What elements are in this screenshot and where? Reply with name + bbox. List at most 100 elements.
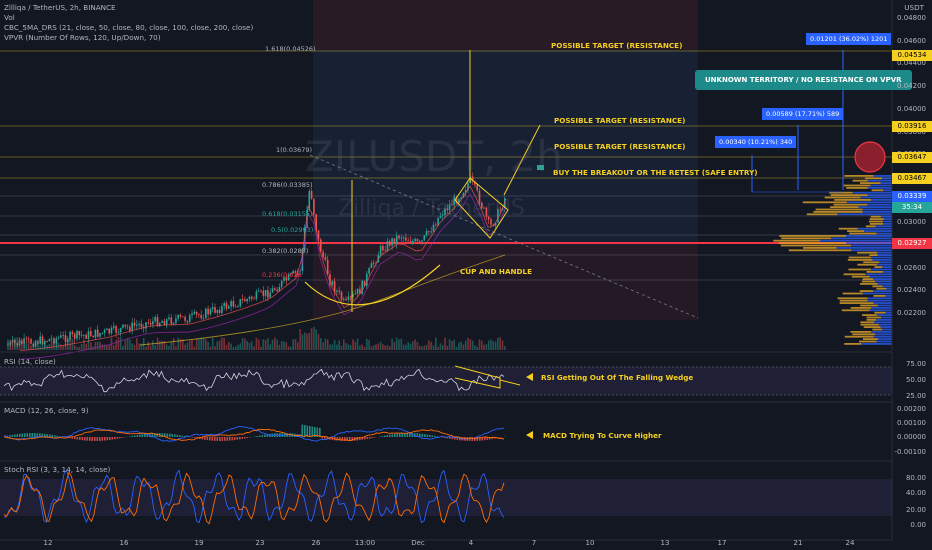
vpvr-bar — [850, 307, 872, 309]
vpvr-bar — [885, 311, 892, 314]
vpvr-bar — [844, 343, 862, 345]
macd-hist-bar — [456, 437, 459, 440]
vpvr-bar — [862, 314, 877, 316]
macd-hist-bar — [371, 437, 374, 439]
volume-bar — [179, 338, 182, 350]
candle-body — [37, 341, 39, 344]
volume-bar — [437, 346, 439, 350]
candle-body — [216, 309, 219, 313]
candle-body — [499, 209, 501, 211]
macd-hist-bar — [426, 434, 429, 437]
stoch-label[interactable]: Stoch RSI (3, 3, 14, 14, close) — [4, 465, 111, 474]
volume-bar — [113, 345, 115, 350]
vpvr-bar — [871, 307, 892, 309]
cbc-indicator-label[interactable]: CBC_5MA_DRS (21, close, 50, close, 80, c… — [4, 23, 254, 32]
volume-bar — [39, 345, 41, 350]
candle-body — [156, 316, 159, 327]
candle-body — [149, 322, 152, 325]
macd-hist-bar — [209, 437, 211, 441]
vpvr-indicator-label[interactable]: VPVR (Number Of Rows, 120, Up/Down, 70) — [4, 33, 161, 42]
stoch-k-line — [3, 469, 505, 524]
vpvr-bar — [873, 295, 886, 297]
candle-body — [487, 216, 490, 220]
candle-body — [62, 335, 64, 337]
macd-hist-bar — [69, 437, 71, 439]
candle-body — [32, 343, 35, 347]
measure-box-small[interactable]: 0.00340 (10.21%) 340 — [715, 136, 797, 148]
time-tick: 12 — [43, 539, 53, 547]
macd-label[interactable]: MACD (12, 26, close, 9) — [4, 406, 89, 415]
volume-bar — [163, 340, 166, 350]
vpvr-bar — [879, 261, 892, 264]
candle-body — [441, 215, 444, 216]
candle-body — [165, 319, 168, 326]
vpvr-bar — [851, 275, 870, 278]
macd-hist-bar — [106, 437, 109, 441]
vpvr-bar — [868, 220, 883, 223]
volume-bar — [149, 345, 152, 350]
vpvr-bar — [875, 280, 892, 283]
vpvr-bar — [880, 326, 892, 328]
volume-bar — [460, 341, 462, 350]
macd-hist-bar — [86, 437, 89, 441]
volume-bar — [352, 339, 354, 350]
macd-hist-bar — [119, 437, 121, 439]
macd-hist-bar — [204, 437, 206, 440]
volume-bar — [165, 344, 168, 350]
candle-body — [446, 208, 449, 211]
watermark-ticker: ZILUSDT, 2h — [305, 132, 563, 181]
macd-hist-bar — [369, 437, 371, 439]
vpvr-bar — [869, 309, 892, 312]
candle-body — [276, 289, 278, 292]
macd-hist-bar — [401, 433, 404, 437]
candle-body — [138, 323, 140, 325]
candle-body — [294, 271, 297, 273]
macd-hist-bar — [31, 433, 34, 437]
candle-body — [177, 315, 179, 319]
volume-bar — [106, 345, 108, 350]
volume-bar — [430, 341, 432, 350]
volume-bar — [301, 334, 304, 350]
vpvr-bar — [778, 242, 847, 244]
vol-indicator-label[interactable]: Vol — [4, 13, 15, 22]
candle-body — [460, 197, 462, 200]
candle-body — [368, 267, 370, 274]
vpvr-bar — [870, 215, 881, 218]
volume-bar — [239, 343, 242, 350]
candle-body — [409, 240, 412, 244]
candle-body — [163, 321, 166, 326]
volume-bar — [209, 346, 212, 350]
vpvr-bar — [864, 177, 883, 180]
volume-bar — [85, 343, 87, 350]
price-label-03467: 0.03467 — [892, 173, 932, 184]
volume-bar — [345, 343, 347, 350]
candle-body — [152, 321, 154, 325]
volume-bar — [228, 341, 230, 350]
measure-box-mid[interactable]: 0.00589 (17.71%) 589 — [762, 108, 844, 120]
panel-tick: 75.00 — [905, 360, 926, 368]
volume-bar — [230, 343, 232, 350]
candle-body — [200, 315, 202, 319]
volume-bar — [145, 346, 147, 350]
macd-hist-bar — [96, 437, 99, 441]
vpvr-bar — [877, 283, 892, 285]
macd-hist-bar — [89, 437, 91, 441]
candle-body — [349, 296, 352, 298]
vpvr-bar — [878, 323, 892, 326]
candle-body — [94, 329, 97, 338]
macd-hist-bar — [324, 437, 326, 439]
macd-hist-bar — [414, 433, 416, 437]
measure-box-big[interactable]: 0.01201 (36.02%) 1201 — [806, 33, 892, 45]
candle-body — [193, 311, 196, 314]
rsi-label[interactable]: RSI (14, close) — [4, 357, 56, 366]
vpvr-bar — [866, 319, 877, 321]
candle-body — [278, 286, 281, 292]
fib-05-label: 0.5(0.02993) — [271, 226, 314, 234]
candle-body — [354, 293, 357, 295]
candle-body — [211, 307, 214, 310]
panel-tick: 20.00 — [905, 506, 926, 514]
volume-bar — [41, 341, 44, 350]
vpvr-bar — [867, 297, 892, 300]
volume-bar — [372, 345, 375, 350]
